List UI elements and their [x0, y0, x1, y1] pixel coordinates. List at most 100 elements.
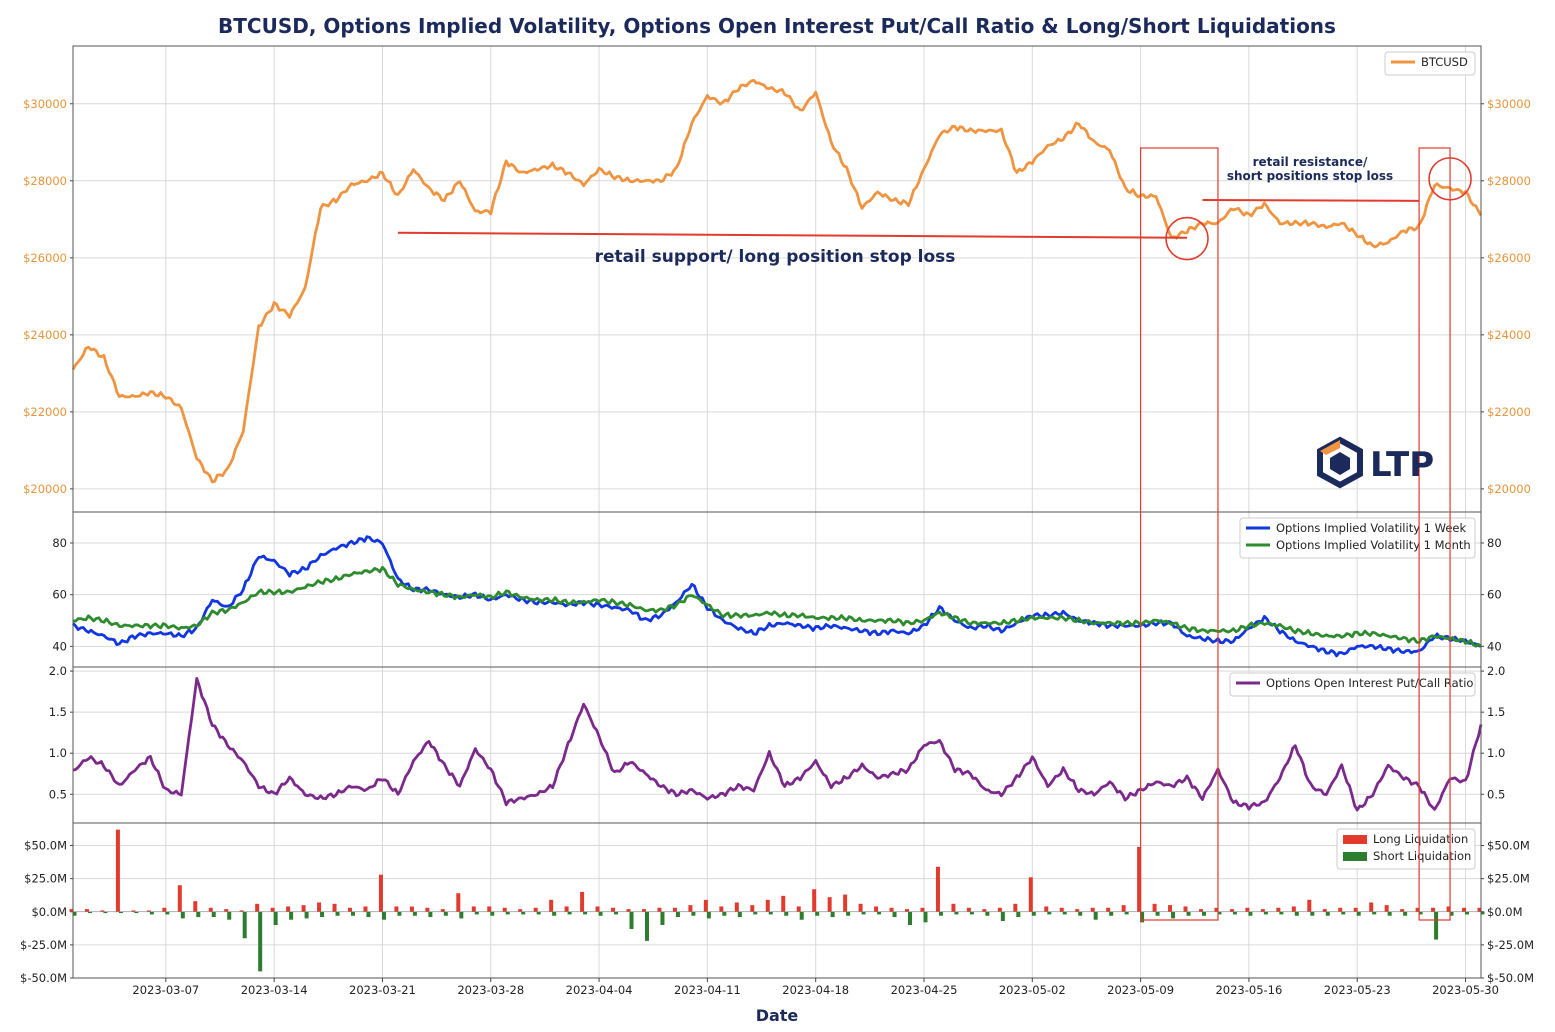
bar-long	[549, 900, 553, 912]
bar-short	[428, 912, 432, 917]
annotation-support: retail support/ long position stop loss	[595, 247, 956, 267]
bar-long	[1245, 908, 1249, 912]
y-tick-label: $-50.0M	[20, 971, 67, 985]
bar-long	[1462, 908, 1466, 912]
y-tick-label-right: $24000	[1487, 328, 1531, 342]
y-tick-label-right: $-25.0M	[1487, 938, 1534, 952]
logo-hexagon-inner	[1330, 452, 1350, 475]
bar-short	[1202, 912, 1206, 916]
panel-price: $20000$20000$22000$22000$24000$24000$260…	[23, 46, 1531, 512]
bar-long	[812, 889, 816, 912]
bar-short	[537, 912, 541, 915]
y-tick-label-right: 40	[1487, 639, 1502, 653]
x-tick-label: 2023-05-23	[1324, 983, 1391, 997]
bar-long	[1060, 908, 1064, 912]
bar-short	[1187, 912, 1191, 916]
bar-long	[348, 908, 352, 912]
series-line-0	[73, 678, 1481, 810]
bar-long	[719, 906, 723, 911]
bar-short	[475, 912, 479, 915]
bar-long	[255, 904, 259, 912]
bar-long	[1323, 909, 1327, 912]
bar-long	[766, 900, 770, 912]
bar-short	[846, 912, 850, 916]
bar-long	[116, 830, 120, 912]
bar-long	[565, 906, 569, 911]
y-tick-label: 60	[52, 588, 67, 602]
bar-long	[410, 906, 414, 911]
y-tick-label: $24000	[23, 328, 67, 342]
y-tick-label-right: $0.0M	[1487, 905, 1523, 919]
bar-long	[518, 909, 522, 912]
y-tick-label-right: $20000	[1487, 482, 1531, 496]
bar-short	[181, 912, 185, 919]
bar-long	[657, 908, 661, 912]
bar-short	[1434, 912, 1438, 940]
bar-long	[425, 908, 429, 912]
bar-long	[1369, 902, 1373, 911]
annotation-resistance-2: short positions stop loss	[1227, 169, 1393, 183]
legend-entry: Options Implied Volatility 1 Week	[1276, 521, 1466, 535]
y-tick-label-right: $28000	[1487, 174, 1531, 188]
bar-long	[704, 900, 708, 912]
bar-long	[859, 904, 863, 912]
y-tick-label: $28000	[23, 174, 67, 188]
bar-short	[691, 912, 695, 916]
x-tick-label: 2023-04-25	[891, 983, 958, 997]
bar-long	[890, 908, 894, 912]
bar-short	[289, 912, 293, 920]
bar-short	[722, 912, 726, 916]
bar-long	[998, 908, 1002, 912]
x-tick-label: 2023-04-04	[566, 983, 633, 997]
y-tick-label-right: $30000	[1487, 97, 1531, 111]
bar-long	[271, 908, 275, 912]
bar-long	[1338, 908, 1342, 912]
bar-short	[645, 912, 649, 941]
bar-long	[1431, 908, 1435, 912]
bar-short	[583, 912, 587, 915]
bar-long	[1075, 909, 1079, 912]
bar-short	[800, 912, 804, 920]
y-tick-label: $22000	[23, 405, 67, 419]
bar-short	[336, 912, 340, 916]
bar-long	[1307, 900, 1311, 912]
x-tick-label: 2023-03-21	[349, 983, 416, 997]
bar-short	[970, 912, 974, 915]
bar-short	[753, 912, 757, 915]
bar-short	[1063, 912, 1067, 915]
y-tick-label: $0.0M	[31, 905, 67, 919]
x-tick-label: 2023-05-09	[1107, 983, 1174, 997]
bar-short	[382, 912, 386, 920]
bar-long	[503, 908, 507, 912]
bar-short	[985, 912, 989, 916]
legend-entry: Long Liquidation	[1373, 832, 1468, 846]
bar-long	[843, 895, 847, 912]
bar-long	[735, 902, 739, 911]
bar-short	[243, 912, 247, 938]
bar-long	[750, 905, 754, 912]
bar-short	[490, 912, 494, 916]
bar-long	[1013, 904, 1017, 912]
y-tick-label-right: $22000	[1487, 405, 1531, 419]
legend: Options Implied Volatility 1 WeekOptions…	[1240, 518, 1475, 558]
y-tick-label: $20000	[23, 482, 67, 496]
y-tick-label: 0.5	[49, 787, 67, 801]
bar-short	[630, 912, 634, 929]
bar-long	[363, 906, 367, 911]
bar-short	[444, 912, 448, 916]
y-tick-label: 40	[52, 639, 67, 653]
bar-short	[877, 912, 881, 915]
chart-title: BTCUSD, Options Implied Volatility, Opti…	[218, 14, 1336, 38]
bar-short	[413, 912, 417, 916]
y-tick-label: 80	[52, 536, 67, 550]
bar-long	[1029, 877, 1033, 911]
legend-entry: BTCUSD	[1421, 55, 1468, 69]
bar-short	[676, 912, 680, 917]
bar-short	[908, 912, 912, 925]
bar-short	[521, 912, 525, 915]
bar-short	[258, 912, 262, 972]
